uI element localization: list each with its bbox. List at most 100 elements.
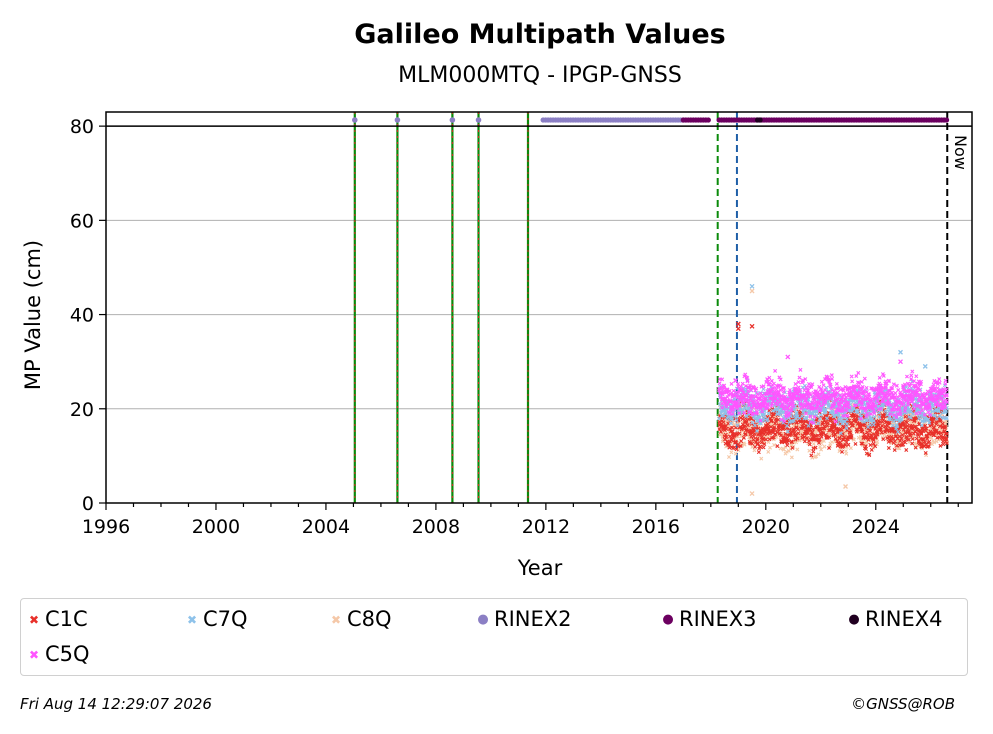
point-c5q bbox=[743, 372, 748, 377]
point-c1c bbox=[805, 436, 810, 441]
point-c1c bbox=[841, 444, 846, 449]
point-c8q bbox=[784, 449, 789, 454]
point-c5q bbox=[770, 401, 775, 406]
point-c5q bbox=[858, 395, 863, 400]
point-c5q bbox=[729, 381, 734, 386]
point-c1c bbox=[906, 437, 911, 442]
point-c5q bbox=[844, 408, 849, 413]
point-c5q bbox=[782, 419, 787, 424]
point-c7q bbox=[844, 417, 849, 422]
point-c5q bbox=[828, 384, 833, 389]
point-c1c bbox=[758, 444, 763, 449]
point-c5q bbox=[890, 385, 895, 390]
point-c5q bbox=[837, 402, 842, 407]
point-c8q bbox=[848, 446, 853, 451]
point-c7q bbox=[824, 385, 829, 390]
point-c5q bbox=[760, 409, 765, 414]
point-c1c bbox=[900, 432, 905, 437]
point-c5q bbox=[864, 385, 869, 390]
point-c5q bbox=[797, 375, 802, 380]
point-c5q bbox=[909, 373, 914, 378]
point-c8q bbox=[733, 451, 738, 456]
legend-label-c7q: C7Q bbox=[203, 607, 248, 631]
point-c1c bbox=[887, 420, 892, 425]
point-c1c bbox=[802, 435, 807, 440]
point-c7q bbox=[742, 406, 747, 411]
point-c1c bbox=[810, 430, 815, 435]
point-c5q bbox=[922, 412, 927, 417]
point-c5q bbox=[835, 390, 840, 395]
point-c7q bbox=[762, 413, 767, 418]
point-c8q bbox=[844, 451, 849, 456]
point-c5q bbox=[740, 388, 745, 392]
point-c1c bbox=[855, 427, 860, 432]
legend-item-rinex3: ● RINEX3 bbox=[657, 607, 756, 632]
point-c7q bbox=[734, 418, 739, 423]
point-c1c bbox=[871, 441, 876, 446]
outlier-c8q bbox=[749, 491, 755, 497]
point-c1c bbox=[785, 440, 790, 445]
point-c5q bbox=[841, 388, 846, 393]
point-c5q bbox=[927, 406, 932, 411]
point-c5q bbox=[857, 389, 862, 394]
point-c1c bbox=[903, 414, 908, 419]
point-c8q bbox=[807, 448, 812, 453]
point-c5q bbox=[859, 416, 864, 421]
rinex-mark-rinex4 bbox=[757, 117, 763, 123]
point-c7q bbox=[771, 408, 776, 413]
x-axis-label: Year bbox=[517, 556, 563, 580]
point-c1c bbox=[910, 437, 915, 442]
point-c5q bbox=[916, 385, 921, 390]
point-c8q bbox=[789, 455, 794, 460]
point-c7q bbox=[729, 421, 734, 426]
point-c7q bbox=[832, 414, 837, 419]
point-c1c bbox=[867, 452, 872, 457]
point-c5q bbox=[819, 379, 824, 384]
point-c5q bbox=[717, 381, 722, 386]
point-c5q bbox=[894, 406, 899, 411]
point-c1c bbox=[853, 417, 857, 422]
point-c5q bbox=[901, 387, 906, 392]
point-c5q bbox=[926, 410, 931, 415]
point-c5q bbox=[944, 392, 949, 397]
point-c7q bbox=[871, 422, 876, 427]
point-c1c bbox=[776, 417, 781, 422]
point-c1c bbox=[886, 445, 891, 450]
point-c5q bbox=[943, 381, 948, 386]
point-c8q bbox=[794, 440, 799, 445]
point-c8q bbox=[875, 439, 880, 444]
point-c5q bbox=[888, 412, 893, 417]
point-c1c bbox=[837, 436, 842, 441]
point-c1c bbox=[943, 424, 948, 429]
point-c8q bbox=[913, 421, 918, 426]
point-c5q bbox=[796, 380, 801, 385]
point-c5q bbox=[863, 407, 868, 412]
point-c7q bbox=[816, 421, 821, 426]
x-tick-label: 2008 bbox=[412, 516, 460, 538]
point-c5q bbox=[778, 377, 783, 382]
point-c5q bbox=[881, 373, 886, 378]
point-c5q bbox=[875, 398, 880, 403]
point-c5q bbox=[868, 397, 873, 402]
point-c1c bbox=[761, 436, 766, 441]
point-c1c bbox=[899, 436, 904, 441]
point-c5q bbox=[774, 396, 778, 401]
rinex-mark-rinex2 bbox=[449, 117, 456, 123]
point-c1c bbox=[730, 425, 735, 430]
outlier-c8q bbox=[749, 288, 755, 294]
point-c1c bbox=[730, 432, 735, 437]
point-c1c bbox=[741, 435, 746, 440]
point-c1c bbox=[793, 437, 798, 442]
point-c1c bbox=[922, 439, 927, 444]
point-c7q bbox=[792, 407, 797, 412]
point-c8q bbox=[759, 456, 764, 461]
point-c5q bbox=[843, 397, 848, 402]
outlier-c8q bbox=[843, 484, 848, 489]
x-tick-label: 2012 bbox=[522, 516, 570, 538]
point-c5q bbox=[745, 378, 750, 383]
point-c5q bbox=[943, 378, 948, 383]
point-c1c bbox=[923, 450, 928, 455]
legend-marker-c1c: ✖ bbox=[28, 613, 40, 627]
rinex-mark-rinex2 bbox=[475, 117, 482, 123]
